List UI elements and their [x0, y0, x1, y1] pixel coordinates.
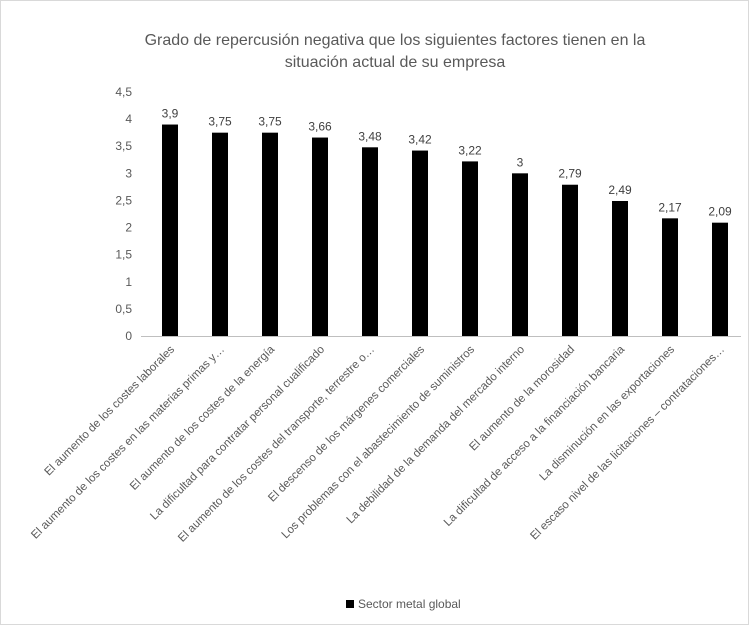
category-label: La dificultad para contratar personal cu… — [148, 344, 327, 523]
bar — [612, 200, 628, 336]
bar — [462, 161, 478, 336]
category-label: El aumento de los costes en las materias… — [29, 344, 227, 542]
y-tick-label: 2,5 — [115, 193, 132, 207]
data-label: 3,75 — [208, 115, 232, 129]
y-axis-tick-labels: 0 0,5 1 1,5 2 2,5 3 3,5 4 4,5 — [115, 85, 132, 343]
chart-title-line-1: Grado de repercusión negativa que los si… — [145, 32, 646, 49]
y-tick-label: 3,5 — [115, 139, 132, 153]
category-label: El escaso nivel de las licitaciones – co… — [528, 344, 727, 543]
bars — [162, 124, 728, 337]
legend-label: Sector metal global — [358, 597, 461, 611]
data-label: 3,48 — [358, 129, 382, 143]
y-tick-label: 3 — [125, 166, 132, 180]
chart-title-line-2: situación actual de su empresa — [285, 54, 506, 71]
data-label: 2,09 — [708, 205, 732, 219]
bar — [312, 137, 328, 336]
bar — [562, 184, 578, 336]
y-tick-label: 4,5 — [115, 85, 132, 99]
legend-swatch — [346, 600, 354, 608]
data-label: 2,79 — [558, 167, 582, 181]
y-tick-label: 0 — [125, 329, 132, 343]
data-label: 3,22 — [458, 143, 482, 157]
data-label: 2,17 — [658, 200, 682, 214]
data-label: 3,66 — [308, 120, 332, 134]
data-label: 3 — [517, 155, 524, 169]
bar — [662, 218, 678, 336]
data-label: 3,9 — [162, 107, 179, 121]
y-tick-label: 1 — [125, 275, 132, 289]
legend: Sector metal global — [346, 597, 461, 611]
bar — [362, 147, 378, 336]
y-tick-label: 2 — [125, 221, 132, 235]
category-label: Los problemas con el abastecimiento de s… — [280, 343, 478, 541]
y-tick-label: 4 — [125, 112, 132, 126]
bar — [712, 222, 728, 336]
y-tick-label: 0,5 — [115, 302, 132, 316]
data-label: 3,75 — [258, 115, 282, 129]
bar — [162, 124, 178, 337]
bar — [212, 132, 228, 336]
bar — [512, 173, 528, 336]
category-label: La debilidad de la demanda del mercado i… — [345, 344, 528, 527]
data-labels: 3,9 3,75 3,75 3,66 3,48 3,42 3,22 3 2,79 2,49 2,17… — [162, 107, 732, 219]
y-tick-label: 1,5 — [115, 248, 132, 262]
category-label: La dificultad de acceso a la financiació… — [442, 343, 628, 529]
data-label: 2,49 — [608, 183, 632, 197]
bar — [262, 132, 278, 336]
data-label: 3,42 — [408, 133, 432, 147]
bar — [412, 150, 428, 336]
category-label: El aumento de la morosidad — [467, 344, 577, 454]
